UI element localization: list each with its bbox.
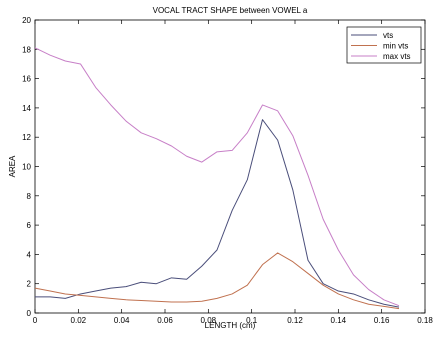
y-tick-label: 6 [27,221,32,230]
y-axis: 0 2 4 6 8 10 12 14 16 18 20 [22,16,425,318]
x-tick-label: 0.14 [331,316,347,325]
x-tick-label: 0.06 [157,316,173,325]
series-line-vts [35,119,400,308]
x-tick-label: 0.08 [201,316,217,325]
plot-area [34,19,426,314]
y-tick-label: 8 [27,192,32,201]
legend-entry-label: max vts [383,52,411,61]
y-tick-label: 4 [27,250,32,259]
x-tick-label: 0.02 [71,316,87,325]
x-tick-label: 0.16 [374,316,390,325]
x-tick-label: 0.04 [114,316,130,325]
x-tick-label: 0 [33,316,38,325]
chart-title: VOCAL TRACT SHAPE between VOWEL a [153,6,308,15]
y-tick-label: 0 [27,309,32,318]
series-line-max-vts [34,47,400,307]
series-group [34,47,400,310]
x-axis-label: LENGTH (cm) [205,321,256,330]
legend-entry-label: min vts [383,42,408,51]
x-tick-label: 0.12 [287,316,303,325]
x-axis: 0 0.02 0.04 0.06 0.08 0.1 0.12 0.14 0.16 0.18 [33,20,433,325]
y-tick-label: 14 [22,104,31,113]
y-tick-label: 2 [27,280,32,289]
y-tick-label: 12 [22,133,31,142]
legend-entry-label: vts [383,31,393,40]
y-tick-label: 18 [22,45,31,54]
y-tick-label: 16 [22,75,31,84]
y-axis-label: AREA [8,155,17,177]
x-tick-label: 0.1 [246,316,258,325]
y-tick-label: 10 [22,163,31,172]
x-tick-label: 0.18 [417,316,433,325]
series-line-min-vts [34,252,400,310]
y-tick-label: 20 [22,16,31,25]
